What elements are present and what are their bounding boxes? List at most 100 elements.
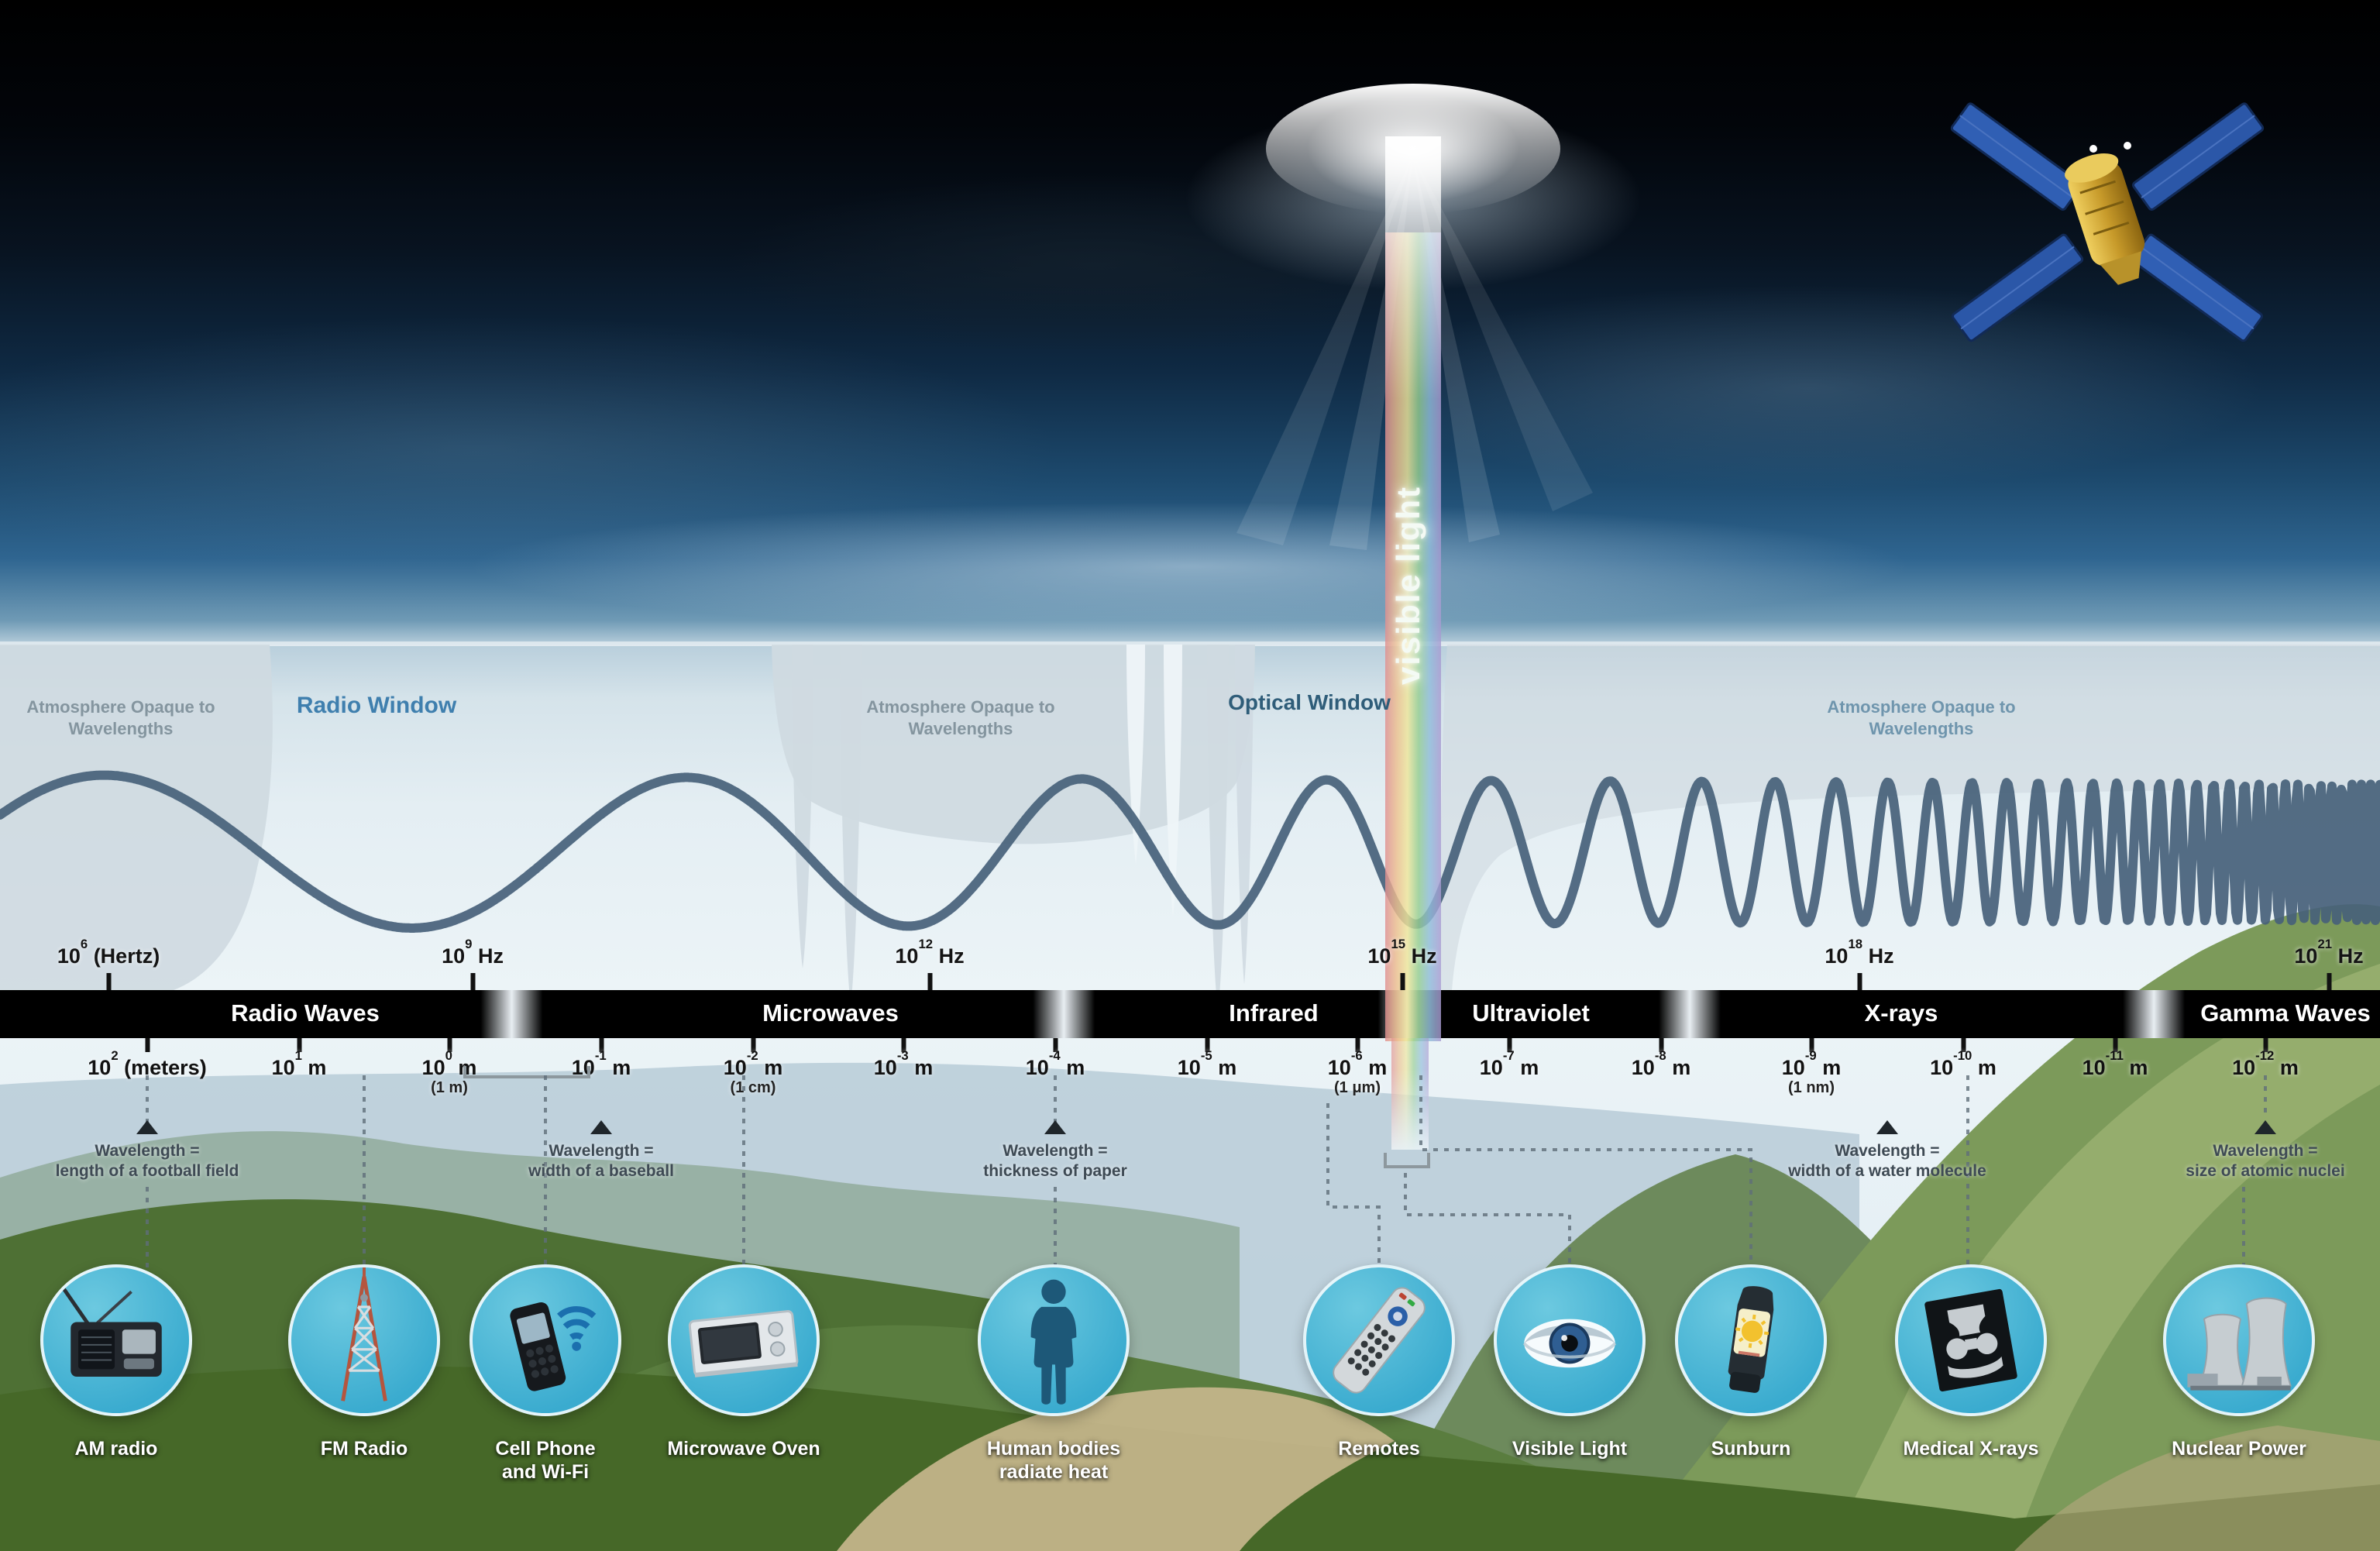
frequency-tick bbox=[470, 973, 475, 990]
wavelength-tick bbox=[1659, 1038, 1663, 1052]
sunscreen-bottle-icon bbox=[1675, 1264, 1827, 1416]
wavelength-tick bbox=[145, 1038, 150, 1052]
optical-window-label: Optical Window bbox=[1228, 690, 1391, 714]
annotation-baseball: Wavelength = width of a baseball bbox=[454, 1142, 748, 1183]
wavelength-tick bbox=[1205, 1038, 1209, 1052]
icon-label: Visible Light bbox=[1469, 1438, 1670, 1461]
annotation-line: Wavelength = bbox=[1835, 1142, 1940, 1161]
annotation-line: Wavelength = bbox=[95, 1142, 200, 1161]
wavelength-note: (1 cm) bbox=[730, 1079, 776, 1096]
annotation-football-field: Wavelength = length of a football field bbox=[0, 1142, 294, 1183]
cell-phone-wifi-icon bbox=[469, 1264, 621, 1416]
example-am-radio: AM radio bbox=[15, 1264, 217, 1461]
wavelength-label-10e-10: 10-10 m bbox=[1930, 1047, 1997, 1079]
band-label-ultraviolet: Ultraviolet bbox=[1472, 1001, 1590, 1027]
wavelength-tick bbox=[2263, 1038, 2268, 1052]
wavelength-tick bbox=[447, 1038, 452, 1052]
microwave-oven-icon bbox=[668, 1264, 820, 1416]
cooling-towers-icon bbox=[2163, 1264, 2315, 1416]
frequency-label-10e12: 1012 Hz bbox=[895, 935, 965, 968]
wavelength-label-10e-12: 10-12 m bbox=[2232, 1047, 2299, 1079]
frequency-label-10e21: 1021 Hz bbox=[2294, 935, 2364, 968]
wavelength-tick bbox=[1053, 1038, 1058, 1052]
wavelength-tick bbox=[2113, 1038, 2117, 1052]
annotation-line: thickness of paper bbox=[983, 1162, 1127, 1181]
annotation-line: size of atomic nuclei bbox=[2186, 1162, 2345, 1181]
wavelength-label-10e2: 102 (meters) bbox=[88, 1047, 207, 1079]
annotation-line: Wavelength = bbox=[2213, 1142, 2318, 1161]
band-label-infrared: Infrared bbox=[1229, 1001, 1319, 1027]
icon-label-line: FM Radio bbox=[320, 1438, 408, 1460]
radio-window-label: Radio Window bbox=[296, 693, 457, 719]
atmosphere-opaque-label-middle: Atmosphere Opaque to Wavelengths bbox=[866, 699, 1055, 740]
wavelength-tick bbox=[1961, 1038, 1966, 1052]
icon-label: Sunburn bbox=[1650, 1438, 1852, 1461]
wavelength-tick bbox=[901, 1038, 906, 1052]
example-human-body: Human bodies radiate heat bbox=[953, 1264, 1154, 1484]
icon-label-line: Sunburn bbox=[1711, 1438, 1791, 1460]
xray-film-icon bbox=[1895, 1264, 2047, 1416]
annotation-water-molecule: Wavelength = width of a water molecule bbox=[1740, 1142, 2034, 1183]
icon-label-line: Human bodies bbox=[986, 1438, 1121, 1460]
wavelength-tick bbox=[751, 1038, 755, 1052]
annotation-paper: Wavelength = thickness of paper bbox=[908, 1142, 1202, 1183]
wavelength-pointer-icon bbox=[136, 1120, 158, 1134]
wavelength-pointer-icon bbox=[1876, 1120, 1898, 1134]
frequency-label-10e15: 1015 Hz bbox=[1367, 935, 1437, 968]
human-silhouette-icon bbox=[978, 1264, 1130, 1416]
wavelength-label-10e-9: 10-9 m (1 nm) bbox=[1781, 1047, 1842, 1096]
wavelength-pointer-icon bbox=[590, 1120, 612, 1134]
wavelength-label-10e-5: 10-5 m bbox=[1177, 1047, 1237, 1079]
wavelength-tick bbox=[297, 1038, 301, 1052]
band-label-x-rays: X-rays bbox=[1864, 1001, 1938, 1027]
frequency-label-10e6: 106 (Hertz) bbox=[57, 935, 160, 968]
wavelength-pointer-icon bbox=[2254, 1120, 2276, 1134]
icon-label: Microwave Oven bbox=[643, 1438, 844, 1461]
icon-label: FM Radio bbox=[263, 1438, 465, 1461]
remote-control-icon bbox=[1303, 1264, 1455, 1416]
band-label-radio-waves: Radio Waves bbox=[231, 1001, 380, 1027]
example-fm-radio: FM Radio bbox=[263, 1264, 465, 1461]
example-microwave-oven: Microwave Oven bbox=[643, 1264, 844, 1461]
wavelength-label-10e-11: 10-11 m bbox=[2082, 1047, 2148, 1079]
atmosphere-opaque-label-left: Atmosphere Opaque to Wavelengths bbox=[26, 699, 215, 740]
wavelength-pointer-icon bbox=[1044, 1120, 1066, 1134]
band-label-microwaves: Microwaves bbox=[762, 1001, 899, 1027]
example-remotes: Remotes bbox=[1278, 1264, 1480, 1461]
wavelength-tick bbox=[1507, 1038, 1512, 1052]
annotation-line: width of a water molecule bbox=[1788, 1162, 1986, 1181]
annotation-line: Wavelength = bbox=[1003, 1142, 1108, 1161]
meter-range-bracket bbox=[463, 1066, 590, 1078]
frequency-label-10e18: 1018 Hz bbox=[1825, 935, 1894, 968]
wavelength-label-10e-8: 10-8 m bbox=[1631, 1047, 1691, 1079]
example-nuclear-power: Nuclear Power bbox=[2138, 1264, 2340, 1461]
example-medical-xrays: Medical X-rays bbox=[1870, 1264, 2072, 1461]
satellite-icon bbox=[1950, 102, 2265, 342]
wavelength-tick bbox=[1809, 1038, 1814, 1052]
frequency-tick bbox=[2327, 973, 2331, 990]
annotation-line: length of a football field bbox=[55, 1162, 239, 1181]
wavelength-label-10e-3: 10-3 m bbox=[873, 1047, 934, 1079]
icon-label-line: Visible Light bbox=[1512, 1438, 1628, 1460]
icon-label: Medical X-rays bbox=[1870, 1438, 2072, 1461]
example-sunburn: Sunburn bbox=[1650, 1264, 1852, 1461]
eye-icon bbox=[1494, 1264, 1646, 1416]
am-radio-icon bbox=[40, 1264, 192, 1416]
wavelength-note: (1 nm) bbox=[1787, 1079, 1835, 1096]
spectrum-band bbox=[0, 990, 2380, 1038]
visible-beam-bracket bbox=[1384, 1153, 1430, 1168]
example-cell-phone: Cell Phone and Wi-Fi bbox=[445, 1264, 646, 1484]
icon-label-line: Cell Phone bbox=[495, 1438, 596, 1460]
frequency-tick bbox=[927, 973, 932, 990]
frequency-tick bbox=[106, 973, 111, 990]
frequency-label-10e9: 109 Hz bbox=[442, 935, 504, 968]
fm-radio-tower-icon bbox=[288, 1264, 440, 1416]
icon-label-line: Medical X-rays bbox=[1903, 1438, 2039, 1460]
wavelength-tick bbox=[1355, 1038, 1360, 1052]
icon-label-line: Nuclear Power bbox=[2172, 1438, 2306, 1460]
icon-label-line: Microwave Oven bbox=[667, 1438, 820, 1460]
